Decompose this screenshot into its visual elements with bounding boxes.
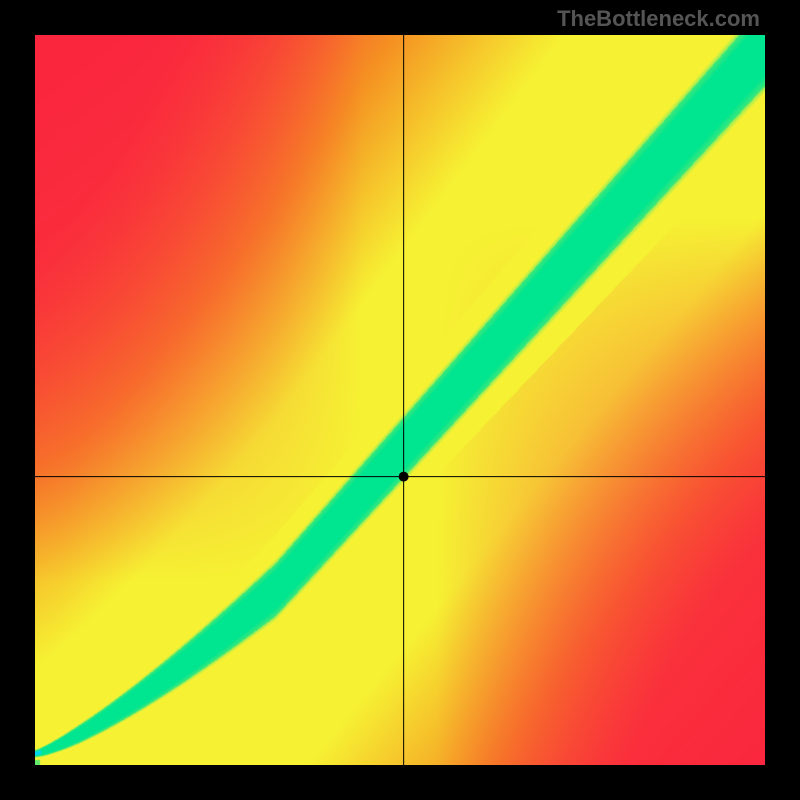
watermark-text: TheBottleneck.com: [557, 6, 760, 32]
heatmap-canvas: [35, 35, 765, 765]
chart-container: TheBottleneck.com: [0, 0, 800, 800]
plot-area: [35, 35, 765, 765]
